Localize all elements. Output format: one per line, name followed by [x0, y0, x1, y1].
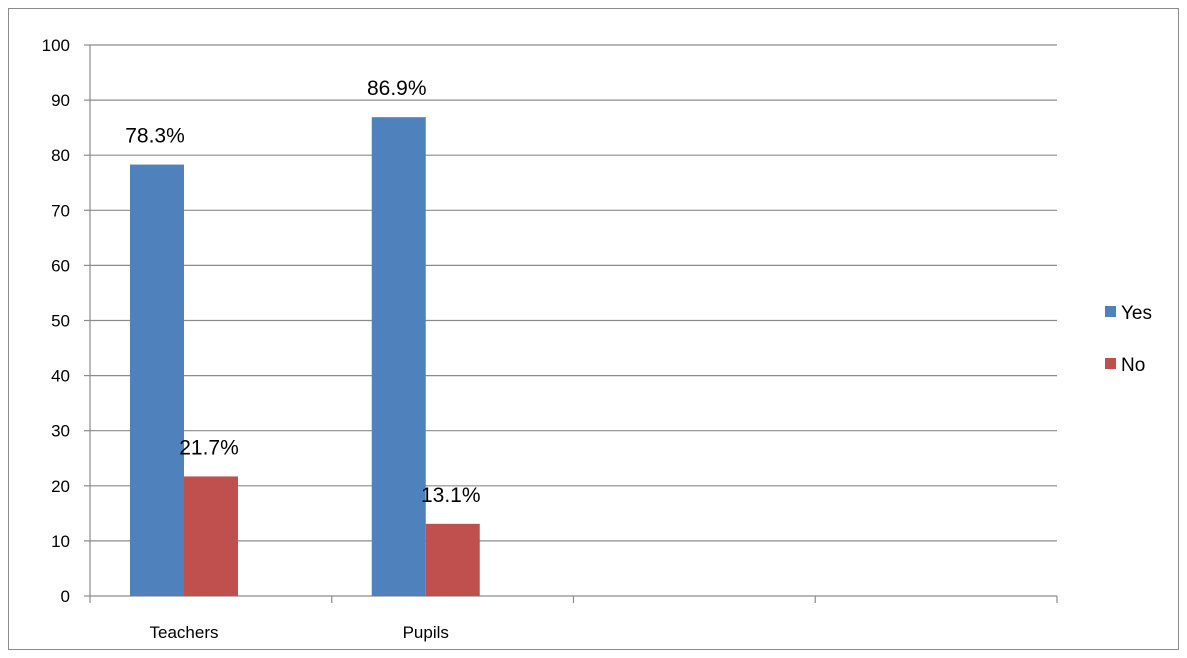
- y-tick-label-100: 100: [42, 36, 70, 55]
- bar-no-teachers: [184, 476, 238, 596]
- bar-yes-pupils: [371, 117, 426, 596]
- y-tick-label-80: 80: [51, 146, 70, 165]
- legend-swatch-no: [1105, 358, 1116, 369]
- data-label-no-pupils: 13.1%: [421, 484, 481, 507]
- legend-label-no: No: [1121, 355, 1145, 376]
- x-category-label-pupils: Pupils: [403, 623, 449, 642]
- legend-label-yes: Yes: [1121, 303, 1152, 324]
- data-label-yes-pupils: 86.9%: [367, 77, 427, 100]
- y-tick-label-50: 50: [51, 312, 70, 331]
- x-category-label-teachers: Teachers: [150, 623, 219, 642]
- bar-yes-teachers: [130, 164, 184, 596]
- legend-swatch-yes: [1105, 306, 1116, 317]
- data-label-yes-teachers: 78.3%: [125, 125, 185, 148]
- y-tick-label-20: 20: [51, 477, 70, 496]
- y-tick-label-60: 60: [51, 256, 70, 275]
- y-tick-label-0: 0: [61, 587, 70, 606]
- y-tick-label-30: 30: [51, 422, 70, 441]
- y-tick-label-90: 90: [51, 91, 70, 110]
- data-label-no-teachers: 21.7%: [179, 436, 239, 459]
- y-tick-label-40: 40: [51, 367, 70, 386]
- bar-no-pupils: [425, 523, 480, 596]
- y-tick-label-70: 70: [51, 201, 70, 220]
- y-tick-label-10: 10: [51, 532, 70, 551]
